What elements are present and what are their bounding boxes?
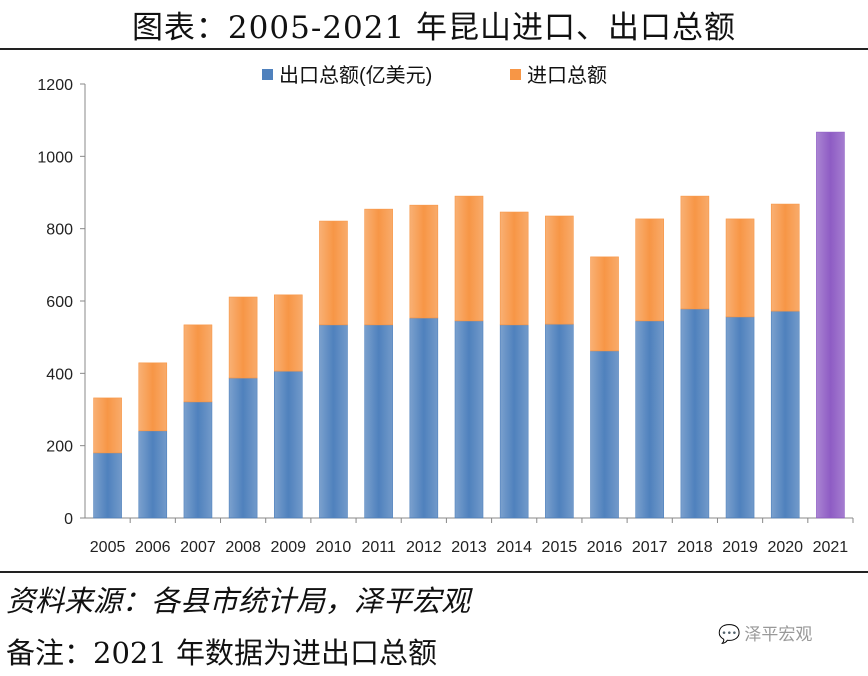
- x-tick-label: 2016: [587, 539, 623, 556]
- bar-import-2006: [138, 362, 168, 432]
- bar-import-2019: [725, 218, 755, 318]
- x-tick-label: 2012: [406, 539, 442, 556]
- bar-export-2005: [93, 452, 122, 519]
- bar-import-2015: [545, 215, 574, 325]
- bar-import-2014: [499, 211, 529, 326]
- x-tick-label: 2017: [632, 539, 668, 556]
- bar-export-2018: [680, 308, 710, 519]
- legend-swatch: [262, 69, 273, 80]
- bar-export-2012: [409, 317, 439, 519]
- bar-import-2012: [409, 204, 439, 319]
- bar-export-2019: [725, 316, 755, 519]
- note-text: 备注：2021 年数据为进出口总额: [6, 636, 438, 670]
- bar-export-2008: [228, 377, 258, 519]
- bar-total-2021: [816, 131, 845, 519]
- x-tick-label: 2005: [90, 539, 126, 556]
- bar-import-2018: [680, 195, 710, 310]
- bar-import-2013: [454, 195, 484, 322]
- bar-export-2014: [499, 324, 529, 519]
- y-tick-label: 0: [64, 511, 73, 528]
- bar-export-2010: [319, 324, 348, 519]
- stacked-bar-chart: 0 200 400 600 800 1000 1200 2005 2006 2007 2008 200…: [37, 64, 854, 556]
- bar-export-2007: [183, 401, 213, 519]
- legend-label: 出口总额(亿美元): [279, 64, 432, 87]
- y-tick-label: 400: [46, 366, 73, 383]
- bar-import-2020: [770, 203, 800, 312]
- bar-export-2011: [364, 324, 393, 519]
- x-tick-label: 2021: [813, 539, 849, 556]
- x-tick-label: 2010: [316, 539, 352, 556]
- watermark: 💬 泽平宏观: [718, 620, 812, 645]
- bar-export-2013: [454, 320, 484, 519]
- legend-label: 进口总额: [527, 64, 607, 87]
- bar-import-2009: [273, 294, 303, 372]
- bar-import-2007: [183, 324, 213, 403]
- title-divider: [0, 48, 868, 50]
- x-tick-label: 2020: [767, 539, 803, 556]
- legend-swatch: [510, 69, 521, 80]
- y-tick-label: 600: [46, 294, 73, 311]
- chart-title: 图表：2005-2021 年昆山进口、出口总额: [131, 10, 737, 46]
- bar-export-2015: [545, 323, 574, 519]
- x-tick-label: 2006: [135, 539, 171, 556]
- bar-import-2011: [364, 208, 393, 326]
- y-tick-label: 200: [46, 439, 73, 456]
- footer-divider: [0, 571, 868, 573]
- bar-import-2017: [635, 218, 665, 322]
- y-tick-label: 1000: [37, 149, 73, 166]
- wechat-icon: 💬: [718, 624, 741, 645]
- bar-export-2017: [635, 320, 665, 519]
- bar-export-2006: [138, 430, 168, 519]
- y-tick-label: 800: [46, 222, 73, 239]
- bar-export-2009: [273, 370, 303, 519]
- watermark-text: 泽平宏观: [744, 625, 813, 645]
- x-tick-label: 2014: [496, 539, 532, 556]
- bar-import-2010: [319, 220, 348, 326]
- x-tick-label: 2008: [225, 539, 261, 556]
- source-text: 资料来源：各县市统计局，泽平宏观: [6, 584, 471, 618]
- x-tick-label: 2019: [722, 539, 758, 556]
- x-tick-label: 2009: [270, 539, 306, 556]
- x-tick-label: 2018: [677, 539, 713, 556]
- y-tick-label: 1200: [37, 77, 73, 94]
- bar-export-2020: [770, 310, 800, 519]
- x-tick-label: 2013: [451, 539, 487, 556]
- x-tick-label: 2015: [542, 539, 578, 556]
- bar-import-2016: [590, 256, 619, 352]
- x-tick-label: 2007: [180, 539, 216, 556]
- bar-export-2016: [590, 350, 619, 519]
- bar-import-2005: [93, 397, 122, 454]
- bar-import-2008: [228, 296, 258, 379]
- x-tick-label: 2011: [361, 539, 396, 556]
